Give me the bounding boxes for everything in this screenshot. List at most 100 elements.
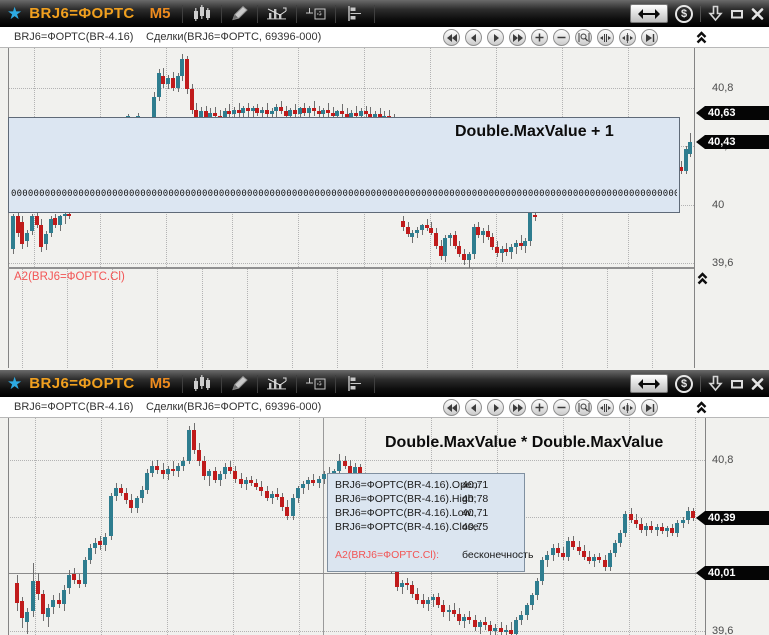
gridline-vertical — [35, 418, 36, 635]
candle-wick — [502, 246, 503, 262]
gridline-horizontal — [8, 460, 705, 461]
currency-button[interactable]: $ — [675, 4, 693, 23]
candle — [296, 488, 300, 498]
candle — [88, 548, 92, 560]
candle — [535, 581, 539, 595]
favorite-star-icon[interactable]: ★ — [7, 4, 23, 23]
candle — [608, 553, 612, 567]
candle — [597, 557, 601, 560]
candle-wick — [272, 108, 273, 122]
candle-wick — [337, 110, 338, 123]
rectangle-overlay-object[interactable]: Double.MaxValue + 1 00000000000000000000… — [8, 117, 680, 213]
price-axis-label: 40,8 — [712, 82, 734, 94]
step-back-button[interactable] — [465, 399, 482, 416]
deals-display-button[interactable] — [257, 4, 296, 23]
indicator-levels-button[interactable] — [335, 4, 376, 23]
zoom-in-button[interactable] — [531, 399, 548, 416]
gridline-vertical — [382, 269, 383, 368]
candle — [312, 108, 316, 111]
window-titlebar[interactable]: ★ BRJ6=ФОРТС М5 $ — [0, 370, 769, 397]
candle — [655, 527, 659, 530]
favorite-star-icon[interactable]: ★ — [7, 374, 23, 393]
expand-horizontal-button[interactable] — [597, 399, 614, 416]
minimize-arrow-button[interactable] — [708, 5, 723, 22]
candle — [150, 466, 154, 473]
zoom-window-button[interactable] — [575, 29, 592, 46]
candle — [410, 233, 414, 237]
rewind-button[interactable] — [443, 29, 460, 46]
expand-candle-button[interactable] — [619, 29, 636, 46]
step-forward-button[interactable] — [487, 399, 504, 416]
window-titlebar[interactable]: ★ BRJ6=ФОРТС М5 $ — [0, 0, 769, 27]
candle — [279, 107, 283, 111]
chart-style-candles-button[interactable] — [182, 4, 221, 23]
collapse-chart-chevron-icon[interactable] — [695, 400, 708, 420]
indicator-levels-button[interactable] — [335, 374, 376, 393]
gridline-vertical — [202, 269, 203, 368]
crosshair-settings-button[interactable] — [296, 374, 335, 393]
currency-button[interactable]: $ — [675, 374, 693, 393]
restore-button[interactable] — [730, 8, 744, 20]
gridline-vertical — [292, 269, 293, 368]
draw-tool-pencil-button[interactable] — [221, 374, 257, 393]
go-to-end-button[interactable] — [641, 29, 658, 46]
zoom-out-button[interactable] — [553, 399, 570, 416]
gridline-vertical — [112, 269, 113, 368]
candle — [251, 108, 255, 111]
zoom-window-button[interactable] — [575, 399, 592, 416]
horizontal-scale-button[interactable] — [630, 374, 668, 393]
gridline-vertical — [472, 269, 473, 368]
chart-series-label: BRJ6=ФОРТС(BR-4.16) — [14, 31, 134, 43]
candle — [307, 108, 311, 113]
candle — [166, 469, 170, 474]
minimize-arrow-button[interactable] — [708, 375, 723, 392]
horizontal-scale-button[interactable] — [630, 4, 668, 23]
candle — [530, 595, 534, 605]
expand-horizontal-button[interactable] — [597, 29, 614, 46]
rewind-button[interactable] — [443, 399, 460, 416]
candle — [447, 610, 451, 612]
deals-display-button[interactable] — [257, 374, 296, 393]
close-button[interactable] — [751, 7, 764, 20]
step-forward-button[interactable] — [487, 29, 504, 46]
restore-button[interactable] — [730, 378, 744, 390]
draw-tool-pencil-button[interactable] — [221, 4, 257, 23]
candle — [41, 594, 45, 614]
candle — [425, 225, 429, 228]
candle — [62, 590, 66, 604]
crosshair-settings-button[interactable] — [296, 4, 335, 23]
candle — [587, 557, 591, 561]
overlay-expression-label: Double.MaxValue * Double.MaxValue — [385, 434, 664, 451]
collapse-chart-chevron-icon[interactable] — [695, 30, 708, 50]
candle — [349, 113, 353, 117]
fast-forward-button[interactable] — [509, 399, 526, 416]
zoom-in-button[interactable] — [531, 29, 548, 46]
chart-style-candles-button[interactable] — [182, 374, 221, 393]
gridline-vertical — [299, 418, 300, 635]
candle — [337, 461, 341, 471]
tooltip-row: BRJ6=ФОРТС(BR-4.16).High: 40,78 — [328, 492, 524, 506]
candle — [551, 548, 555, 555]
candle — [462, 254, 466, 260]
candle — [462, 617, 466, 621]
candle — [561, 553, 565, 557]
candle — [514, 243, 518, 247]
candle — [528, 211, 532, 241]
candle — [533, 215, 537, 217]
subpanel-divider — [8, 267, 694, 269]
go-to-end-button[interactable] — [641, 399, 658, 416]
close-button[interactable] — [751, 377, 764, 390]
candle — [629, 514, 633, 520]
candle — [665, 528, 669, 531]
fast-forward-button[interactable] — [509, 29, 526, 46]
candle — [519, 243, 523, 246]
expand-candle-button[interactable] — [619, 399, 636, 416]
step-back-button[interactable] — [465, 29, 482, 46]
price-axis-label: 40 — [712, 199, 725, 211]
collapse-subpanel-chevron-icon[interactable] — [696, 271, 709, 286]
zoom-out-button[interactable] — [553, 29, 570, 46]
candle — [649, 526, 653, 530]
candle — [124, 493, 128, 500]
tooltip-row-value: 40,71 — [462, 479, 489, 491]
candle-wick — [428, 597, 429, 611]
